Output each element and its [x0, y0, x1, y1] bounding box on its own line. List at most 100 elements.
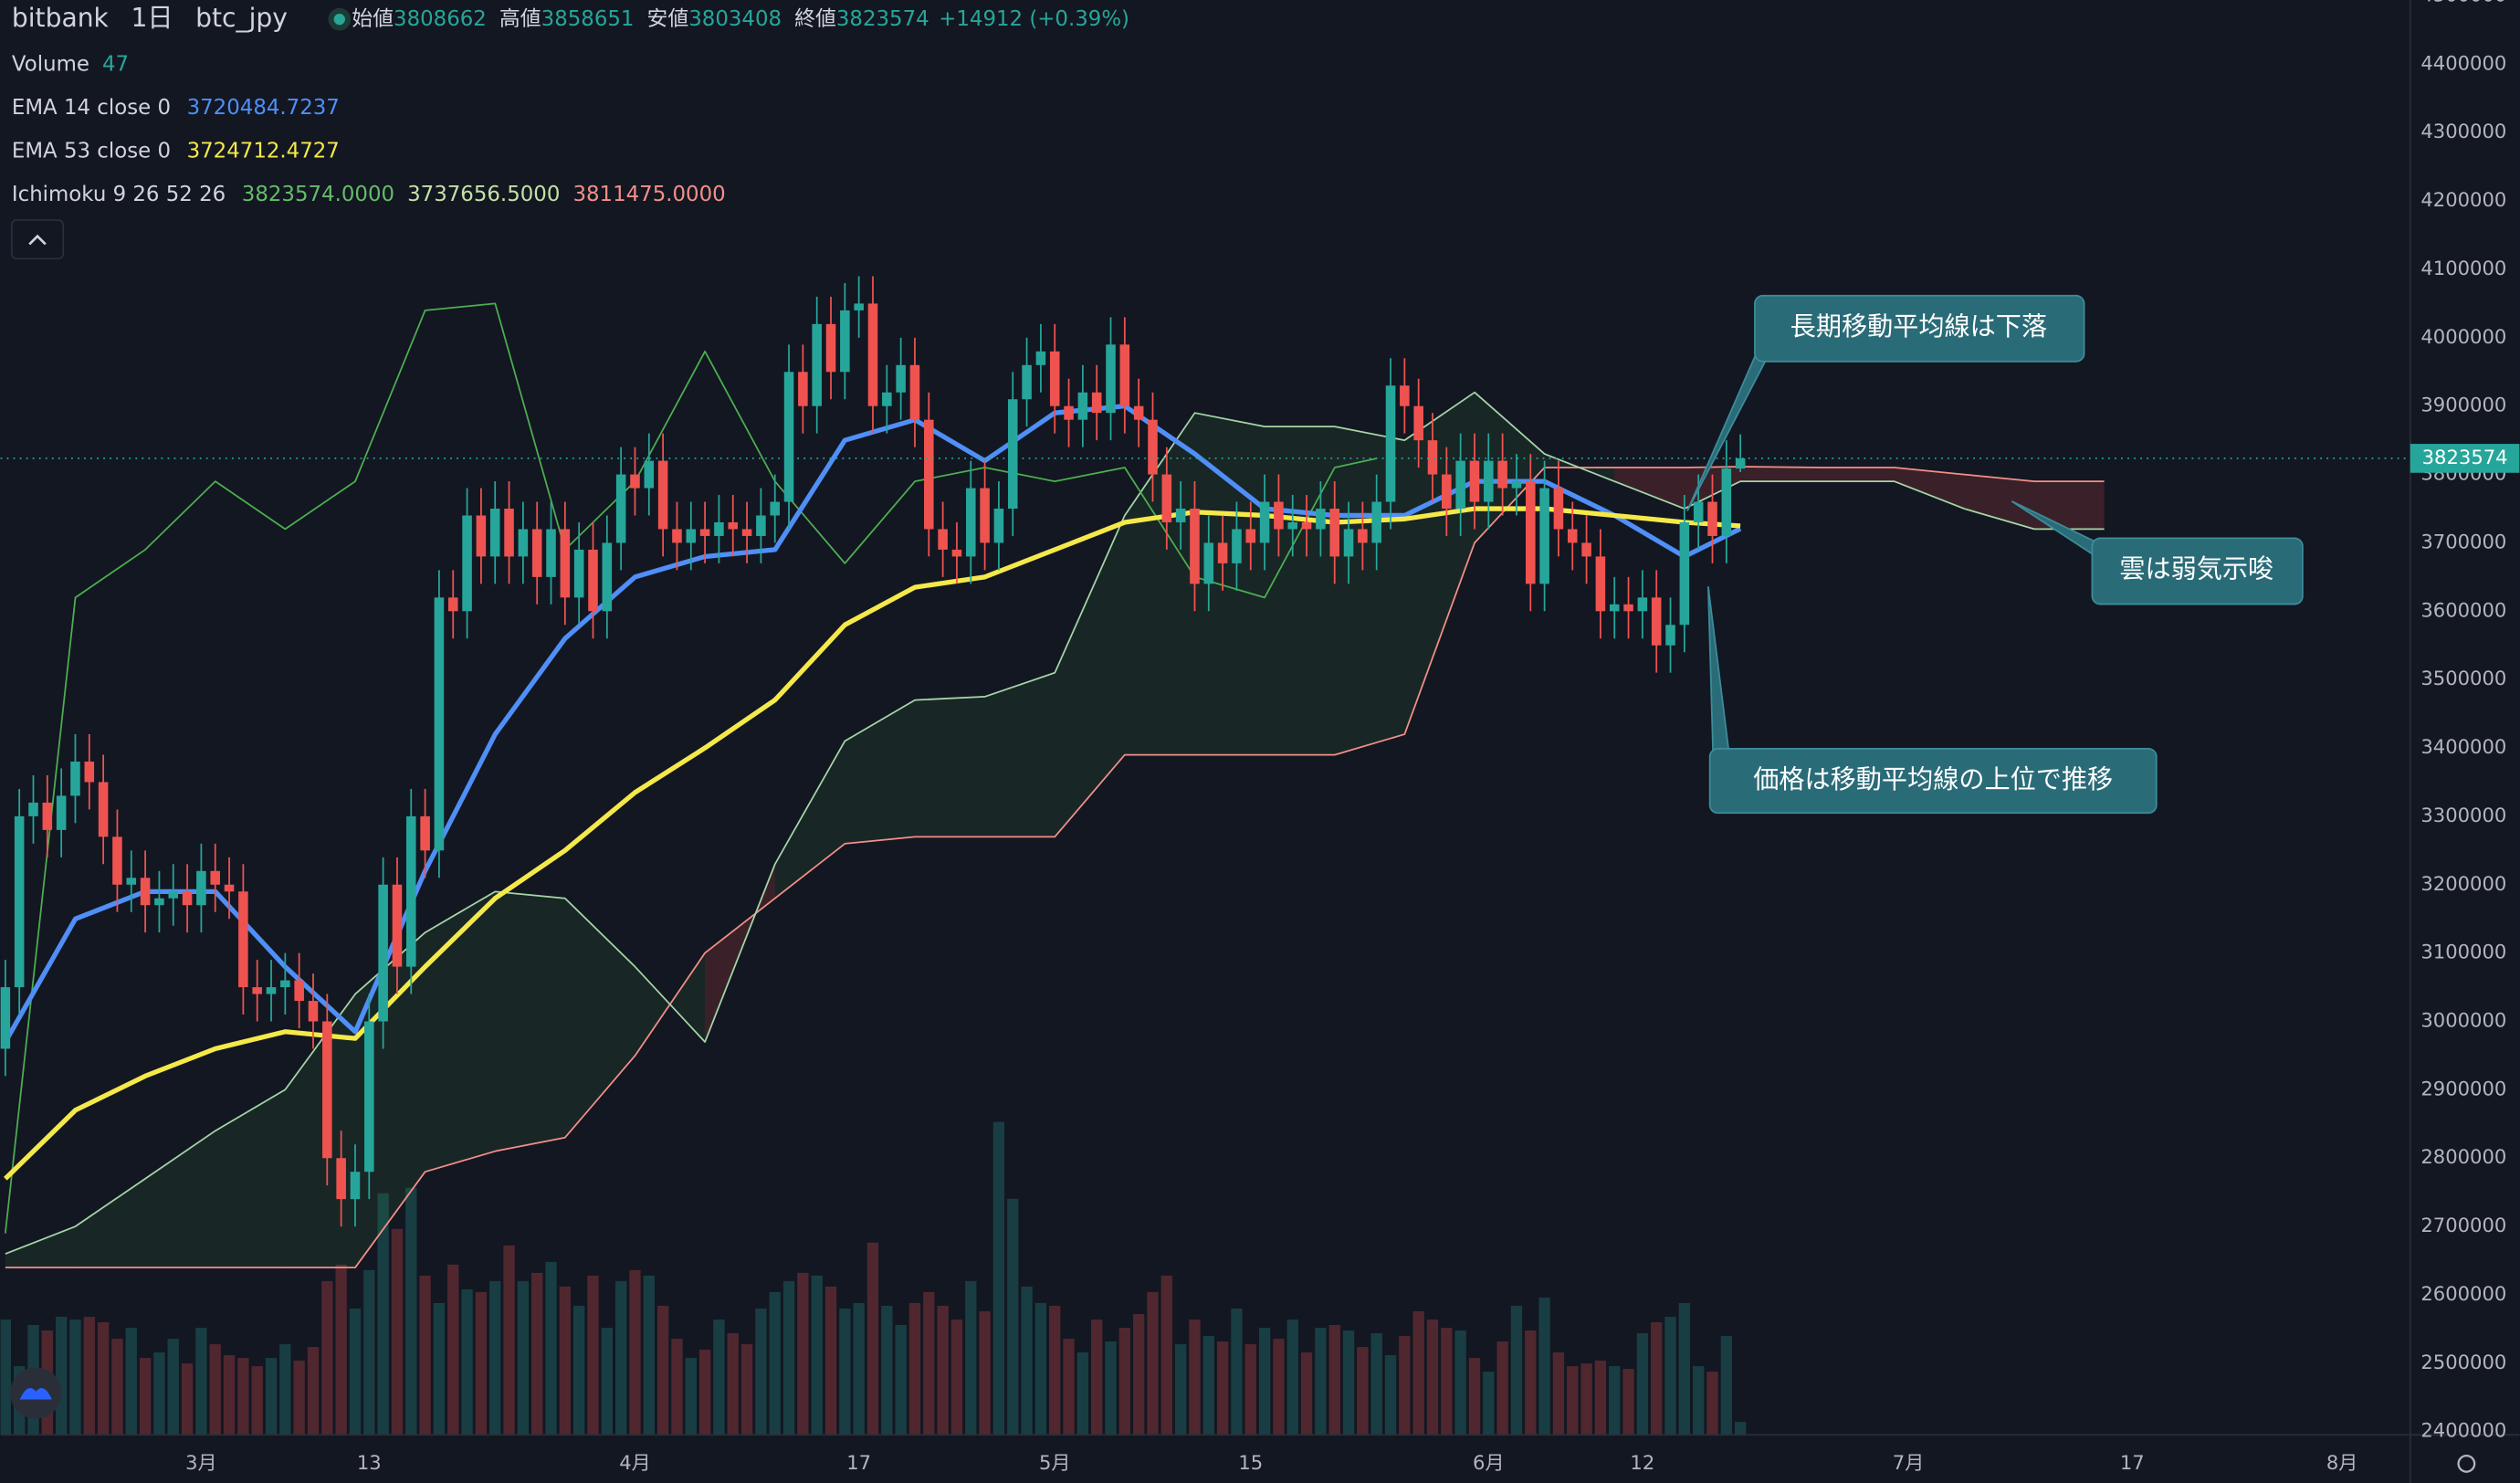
- cloud: [215, 1089, 286, 1268]
- volume-bar: [125, 1327, 137, 1436]
- candle-body: [434, 597, 445, 851]
- volume-bar: [279, 1344, 291, 1436]
- volume-bar: [587, 1275, 599, 1436]
- candle-body: [1133, 405, 1144, 420]
- y-tick-label: 4200000: [2420, 188, 2506, 211]
- candle-body: [1287, 521, 1298, 530]
- volume-bar: [1426, 1319, 1439, 1436]
- volume-bar: [83, 1316, 95, 1436]
- candle-body: [770, 501, 781, 516]
- x-tick-label: 15: [1238, 1451, 1263, 1474]
- volume-bar: [223, 1355, 236, 1436]
- status-dot: [333, 13, 345, 26]
- pair: btc_jpy: [195, 3, 288, 33]
- volume-bar: [1678, 1302, 1691, 1436]
- y-tick-label: 2500000: [2420, 1351, 2506, 1373]
- callout-text: 長期移動平均線は下落: [1790, 311, 2047, 342]
- volume-bar: [1342, 1330, 1355, 1436]
- callout-text: 価格は移動平均線の上位で推移: [1753, 764, 2113, 794]
- candle-body: [238, 891, 248, 988]
- volume-bar: [895, 1324, 907, 1436]
- candle-body: [42, 802, 53, 830]
- volume-bar: [195, 1327, 207, 1436]
- candle-body: [1148, 419, 1158, 475]
- cloud: [1824, 468, 1895, 482]
- candle-body: [882, 392, 892, 406]
- volume-bar: [1034, 1302, 1047, 1436]
- chikou-line: [4, 302, 1377, 1234]
- volume-bar: [0, 1319, 12, 1436]
- candle-body: [602, 542, 613, 612]
- candle-body: [1358, 529, 1368, 543]
- legend-name: Ichimoku 9 26 52 26: [12, 182, 226, 205]
- x-tick-label: 4月: [619, 1451, 651, 1474]
- volume-bar: [1202, 1336, 1214, 1436]
- volume-bar: [545, 1261, 557, 1436]
- volume-bar: [811, 1275, 823, 1436]
- candle-body: [1232, 529, 1242, 563]
- candle-body: [1049, 351, 1060, 406]
- candle-body: [1091, 392, 1102, 414]
- volume-bar: [573, 1305, 585, 1436]
- candle-body: [112, 836, 122, 885]
- candle-body: [686, 529, 697, 543]
- candle-body: [980, 488, 990, 543]
- volume-bar: [447, 1264, 459, 1436]
- candle-body: [84, 762, 95, 783]
- candle-body: [364, 1021, 374, 1173]
- volume-bar: [601, 1327, 613, 1436]
- y-tick-label: 4000000: [2420, 325, 2506, 348]
- candle-body: [1721, 468, 1732, 536]
- collapse-button[interactable]: [11, 219, 65, 260]
- candle-body: [657, 460, 668, 530]
- candle-body: [1400, 385, 1410, 406]
- collapse-icon: [28, 234, 47, 246]
- cloud: [1194, 413, 1265, 755]
- candle-body: [1442, 474, 1452, 510]
- last-price-tag: [2410, 444, 2520, 473]
- candle-body: [1035, 351, 1046, 365]
- volume-bar: [1118, 1327, 1131, 1436]
- cloud: [354, 932, 425, 1268]
- header: bitbank 1日 btc_jpy 始値3808662 高値3858651 安値3803…: [12, 3, 1129, 33]
- volume-bar: [405, 1187, 417, 1436]
- candle-body: [1217, 542, 1228, 563]
- candle-body: [1623, 604, 1633, 612]
- candle-body: [1497, 460, 1507, 489]
- legend-value: 3724712.4727: [187, 139, 340, 163]
- candle-body: [280, 980, 290, 988]
- candle-body: [1259, 501, 1270, 543]
- settings-icon[interactable]: [2457, 1454, 2476, 1473]
- candle-body: [1469, 460, 1480, 502]
- candle-body: [854, 303, 864, 310]
- volume-bar: [797, 1272, 809, 1436]
- close-label: 終値: [794, 7, 836, 31]
- volume-bar: [1091, 1319, 1103, 1436]
- y-tick-label: 3700000: [2420, 530, 2506, 552]
- y-tick-label: 2900000: [2420, 1077, 2506, 1099]
- candle-body: [1484, 460, 1494, 502]
- candle-body: [1539, 488, 1549, 584]
- volume-bar: [237, 1358, 249, 1436]
- candle-body: [98, 782, 109, 837]
- volume-bar: [1720, 1336, 1732, 1436]
- volume-bar: [1286, 1319, 1298, 1436]
- y-tick-label: 3300000: [2420, 804, 2506, 826]
- candle-body: [1022, 364, 1032, 400]
- price-tag: 3823574: [0, 444, 2520, 473]
- candle-body: [714, 521, 724, 536]
- x-tick-label: 5月: [1039, 1451, 1071, 1474]
- open-value: 3808662: [394, 7, 487, 31]
- candle-body: [140, 878, 151, 906]
- cloud: [1334, 426, 1405, 755]
- candle-body: [1526, 481, 1536, 584]
- cloud: [984, 672, 1055, 837]
- cloud: [2033, 481, 2105, 530]
- ema53-legend: EMA 53 close 0 3724712.4727: [12, 139, 340, 163]
- volume-bar: [489, 1280, 501, 1436]
- candle-body: [1427, 440, 1438, 475]
- span-a-line: [5, 391, 2105, 1255]
- candle-body: [1385, 385, 1396, 502]
- cloud: [845, 699, 915, 844]
- legend-value: 3811475.0000: [572, 182, 725, 205]
